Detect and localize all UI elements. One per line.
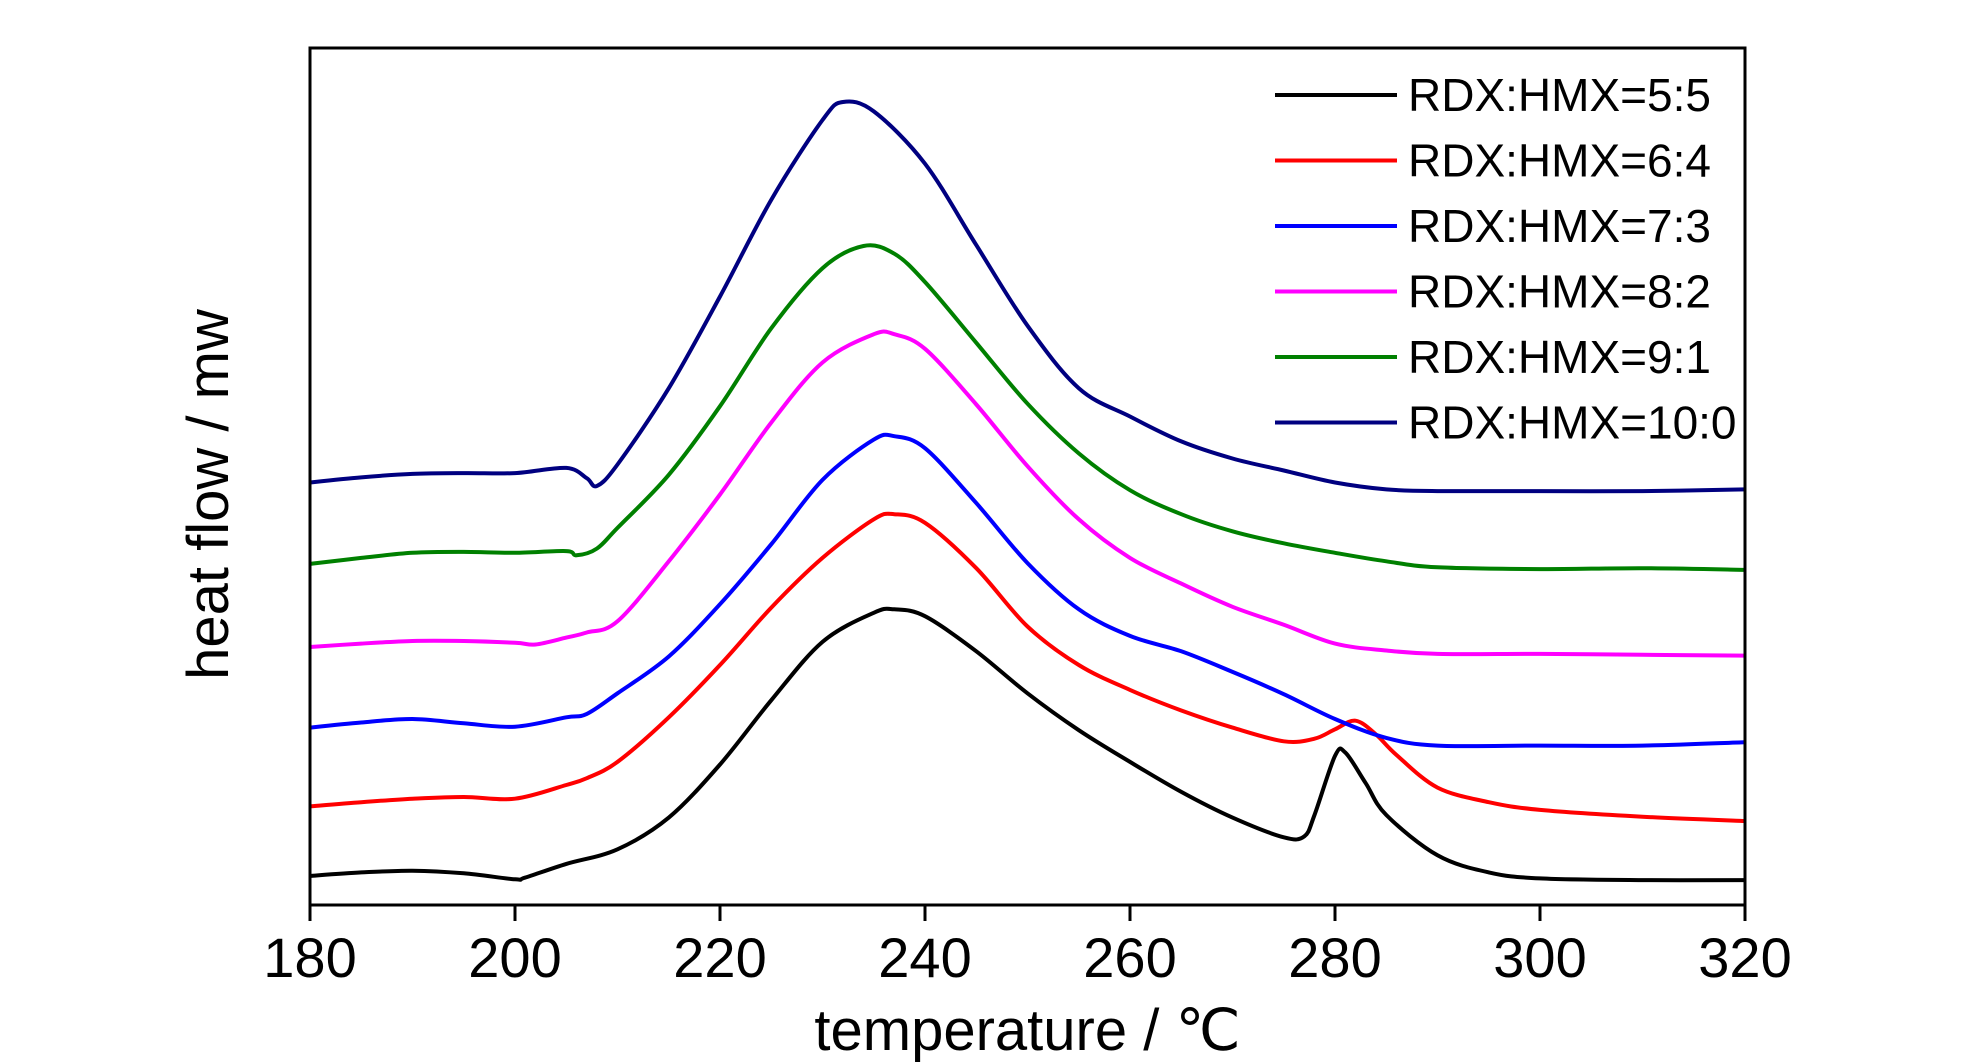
legend-label: RDX:HMX=9:1 <box>1408 331 1711 383</box>
series-line-2 <box>309 511 1746 823</box>
x-tick-label: 220 <box>673 926 766 989</box>
series-line-5 <box>309 243 1746 572</box>
x-axis-ticks: 180 200 220 240 260 280 300 320 <box>263 905 1792 989</box>
x-tick-label: 200 <box>468 926 561 989</box>
x-tick-label: 280 <box>1288 926 1381 989</box>
x-tick-label: 240 <box>878 926 971 989</box>
x-axis-title: temperature / ℃ <box>814 998 1240 1063</box>
x-tick-label: 260 <box>1083 926 1176 989</box>
series-line-4 <box>309 329 1746 658</box>
legend-label: RDX:HMX=8:2 <box>1408 266 1711 318</box>
legend-label: RDX:HMX=10:0 <box>1408 397 1737 449</box>
legend-label: RDX:HMX=6:4 <box>1408 135 1711 187</box>
legend: RDX:HMX=5:5 RDX:HMX=6:4 RDX:HMX=7:3 RDX:HMX… <box>1275 69 1737 449</box>
series-line-1 <box>309 606 1746 883</box>
x-tick-label: 180 <box>263 926 356 989</box>
series-line-6 <box>309 99 1746 494</box>
legend-label: RDX:HMX=7:3 <box>1408 200 1711 252</box>
legend-label: RDX:HMX=5:5 <box>1408 69 1711 121</box>
x-tick-label: 300 <box>1493 926 1586 989</box>
x-tick-label: 320 <box>1698 926 1791 989</box>
plot-frame <box>308 46 1747 907</box>
series-line-3 <box>309 432 1746 749</box>
y-axis-title: heat flow / mw <box>176 308 241 680</box>
series-layer <box>309 99 1746 883</box>
